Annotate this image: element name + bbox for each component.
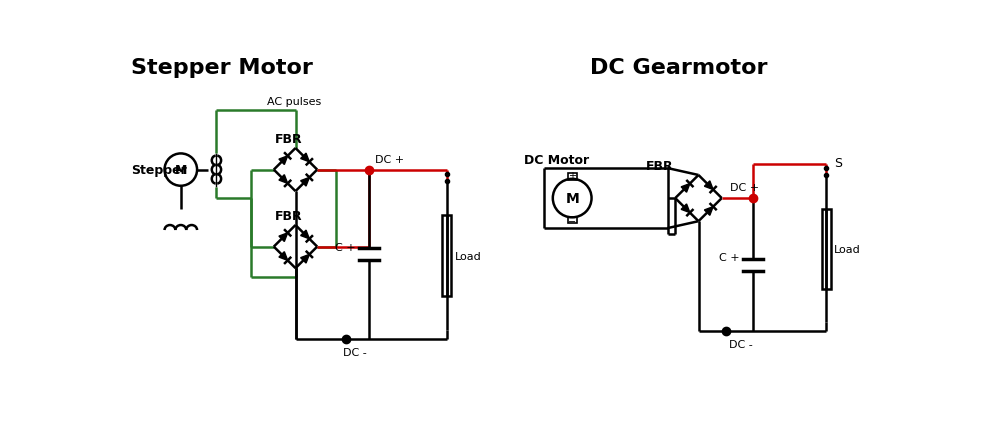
Text: DC -: DC - xyxy=(343,347,367,357)
Polygon shape xyxy=(301,154,309,162)
FancyBboxPatch shape xyxy=(568,173,577,180)
Text: −: − xyxy=(568,216,576,226)
Text: Stepper: Stepper xyxy=(131,164,187,177)
Polygon shape xyxy=(279,175,288,184)
Text: DC -: DC - xyxy=(729,339,753,349)
Text: DC Gearmotor: DC Gearmotor xyxy=(590,58,768,78)
Polygon shape xyxy=(279,156,288,165)
Text: +: + xyxy=(568,171,576,181)
Text: FBR: FBR xyxy=(646,159,674,173)
Text: M: M xyxy=(175,164,187,177)
Text: DC +: DC + xyxy=(375,155,404,165)
Text: C +: C + xyxy=(335,242,356,252)
Text: M: M xyxy=(565,192,579,206)
Polygon shape xyxy=(279,233,288,242)
Polygon shape xyxy=(301,255,309,263)
Text: C +: C + xyxy=(719,252,740,262)
Polygon shape xyxy=(681,184,690,193)
Polygon shape xyxy=(704,181,713,190)
Polygon shape xyxy=(704,207,713,216)
Text: DC Motor: DC Motor xyxy=(524,153,589,166)
Polygon shape xyxy=(301,178,309,187)
Polygon shape xyxy=(301,230,309,239)
Text: Stepper Motor: Stepper Motor xyxy=(131,58,313,78)
Text: Load: Load xyxy=(454,251,481,261)
Polygon shape xyxy=(279,252,288,261)
FancyBboxPatch shape xyxy=(568,217,577,224)
Text: AC pulses: AC pulses xyxy=(267,97,321,107)
Text: DC +: DC + xyxy=(730,182,759,193)
Text: Load: Load xyxy=(834,245,861,255)
Text: FBR: FBR xyxy=(275,132,303,146)
Text: S: S xyxy=(834,157,842,170)
Polygon shape xyxy=(681,204,690,213)
Text: FBR: FBR xyxy=(275,210,303,222)
